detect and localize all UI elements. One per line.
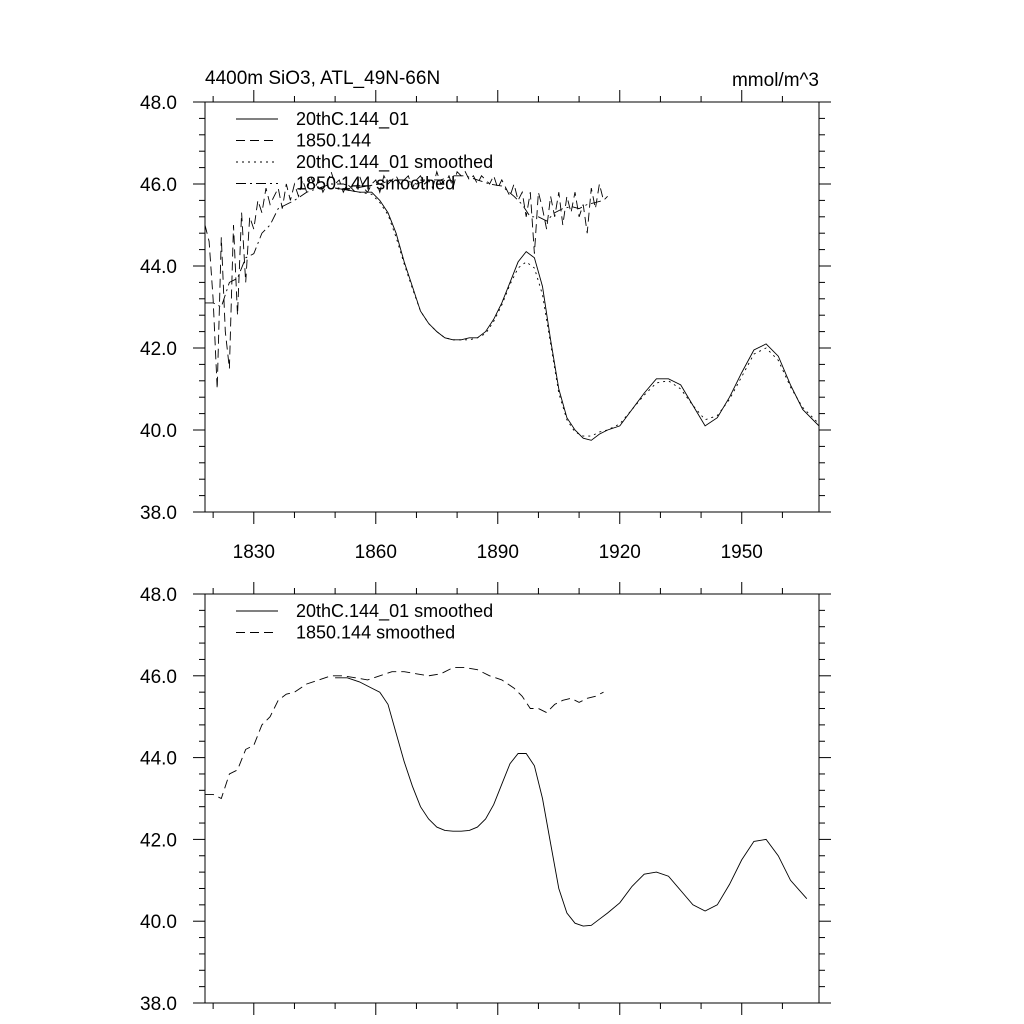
y-tick-label: 40.0: [140, 912, 177, 933]
plot-frame: [204, 593, 820, 1004]
legend-label: 20thC.144_01 smoothed: [296, 152, 493, 173]
x-tick-label: 1920: [599, 542, 641, 563]
y-tick-label: 48.0: [140, 93, 177, 114]
series-line-1850-144: [205, 170, 608, 390]
x-tick-label: 1830: [233, 542, 275, 563]
chart-top: 4400m SiO3, ATL_49N-66N mmol/m^3 38.0 40.…: [140, 68, 831, 563]
y-tick-label: 40.0: [140, 421, 177, 442]
y-tick-label: 38.0: [140, 994, 177, 1015]
y-tick-label: 46.0: [140, 175, 177, 196]
y-tick-label: 48.0: [140, 585, 177, 606]
x-tick-label: 1950: [721, 542, 763, 563]
y-tick-label: 38.0: [140, 503, 177, 524]
chart-title: 4400m SiO3, ATL_49N-66N: [205, 68, 440, 89]
y-tick-label: 46.0: [140, 667, 177, 688]
chart-units: mmol/m^3: [732, 70, 819, 91]
series-line-20thc-144-01-smoothed: [335, 677, 808, 927]
x-tick-label: 1860: [355, 542, 397, 563]
series-line-20thc-144-01: [335, 187, 819, 441]
legend-label: 1850.144: [296, 131, 371, 151]
series-line-1850-144-smoothed: [205, 667, 604, 800]
y-tick-label: 42.0: [140, 339, 177, 360]
legend-label: 20thC.144_01 smoothed: [296, 601, 493, 622]
chart-bottom: 38.0 40.0 42.0 44.0 46.0 48.0 20thC.144_01 smo…: [140, 582, 831, 1015]
series-line-20thc-144-01-smoothed: [335, 187, 819, 437]
y-tick-label: 44.0: [140, 257, 177, 278]
x-tick-label: 1890: [477, 542, 519, 563]
plot-frame: [204, 101, 820, 513]
legend-label: 20thC.144_01: [296, 109, 409, 130]
y-tick-label: 42.0: [140, 830, 177, 851]
y-tick-label: 44.0: [140, 749, 177, 770]
series-line-1850-144-smoothed: [205, 175, 604, 308]
legend-label: 1850.144 smoothed: [296, 623, 455, 643]
legend-label: 1850.144 smoothed: [296, 174, 455, 194]
